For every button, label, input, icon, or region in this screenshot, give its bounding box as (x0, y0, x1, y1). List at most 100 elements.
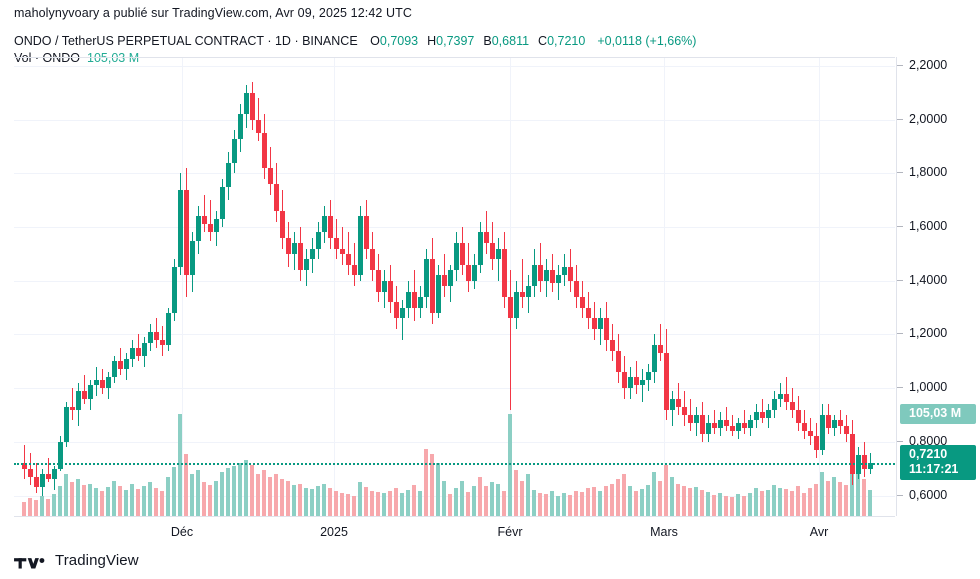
candle-body (604, 318, 609, 340)
candle-body (832, 420, 837, 429)
volume-bar (94, 488, 98, 516)
volume-bar (76, 478, 80, 516)
price-line-dotted (14, 463, 895, 466)
time-axis[interactable]: Déc 2025 Févr Mars Avr (14, 516, 895, 544)
legend-low-value: 0,6811 (491, 34, 530, 48)
volume-bar (868, 489, 872, 516)
price-axis-tick: 2,0000 (897, 111, 980, 127)
volume-bar (250, 464, 254, 516)
candle-body (508, 296, 513, 319)
volume-bar (358, 482, 362, 516)
candle-body (208, 224, 213, 233)
volume-bar (268, 477, 272, 516)
candle-body (790, 401, 795, 410)
volume-bar (658, 480, 662, 516)
volume-bar (70, 482, 74, 516)
candle-body (718, 420, 723, 429)
volume-bar (682, 485, 686, 516)
legend-open: O0,7093 (370, 34, 418, 48)
legend-symbol[interactable]: ONDO / TetherUS PERPETUAL CONTRACT (14, 34, 264, 48)
candle-body (76, 390, 81, 410)
volume-bar (784, 489, 788, 516)
candle-wick (690, 398, 691, 432)
candle-wick (660, 323, 661, 362)
volume-bar (718, 493, 722, 516)
time-axis-label: Févr (497, 525, 523, 539)
candle-body (418, 296, 423, 308)
volume-bar (652, 471, 656, 516)
candle-body (586, 307, 591, 319)
candle-body (592, 318, 597, 330)
grid-line-vertical (334, 58, 335, 516)
volume-bar (688, 488, 692, 516)
candle-body (544, 270, 549, 281)
volume-bar (118, 485, 122, 516)
legend-exchange[interactable]: BINANCE (302, 34, 358, 48)
volume-bar (160, 490, 164, 516)
volume-bar (28, 497, 32, 516)
candle-wick (786, 377, 787, 410)
candle-body (598, 318, 603, 330)
candle-wick (210, 200, 211, 241)
current-volume-badge[interactable]: 105,03 M (900, 404, 976, 425)
grid-line-horizontal (14, 173, 895, 175)
price-axis-tick: 2,2000 (897, 57, 980, 73)
candle-wick (642, 369, 643, 402)
candle-body (220, 186, 225, 220)
candle-body (268, 168, 273, 185)
price-tick-dash (897, 172, 903, 174)
candle-body (538, 264, 543, 281)
legend-volume-label[interactable]: Vol · ONDO (14, 51, 80, 65)
candle-body (520, 291, 525, 297)
price-axis-tick: 1,8000 (897, 164, 980, 180)
volume-bar (232, 465, 236, 516)
price-tick-dash (897, 226, 903, 228)
price-axis-tick: 1,6000 (897, 218, 980, 234)
volume-bar (568, 494, 572, 516)
volume-bar (196, 470, 200, 516)
candle-body (682, 406, 687, 415)
volume-bar (280, 478, 284, 516)
volume-bar (190, 473, 194, 516)
current-price-badge[interactable]: 0,7210 11:17:21 (900, 445, 976, 481)
price-axis[interactable]: 2,2000 2,0000 1,8000 1,6000 1,4000 1,2000 1,00… (896, 57, 980, 516)
candle-body (376, 270, 381, 292)
volume-bar (646, 484, 650, 516)
candle-body (382, 280, 387, 292)
volume-bar (352, 495, 356, 516)
candle-body (772, 398, 777, 410)
current-price-value: 0,7210 (909, 447, 948, 462)
candle-body (112, 361, 117, 378)
candle-body (556, 275, 561, 284)
volume-bar (46, 499, 50, 516)
candle-body (238, 114, 243, 139)
candle-body (724, 420, 729, 426)
candle-wick (678, 382, 679, 415)
volume-bar (148, 482, 152, 516)
volume-bar (238, 463, 242, 516)
chart-plot-area[interactable] (14, 57, 895, 516)
candle-body (736, 423, 741, 432)
volume-bar (742, 496, 746, 516)
legend-interval[interactable]: 1D (274, 34, 291, 48)
price-tick-dash (897, 333, 903, 335)
price-tick-dash (897, 440, 903, 442)
volume-bar (340, 492, 344, 516)
volume-bar (826, 480, 830, 516)
price-tick-label: 0,8000 (909, 433, 948, 448)
volume-bar (598, 491, 602, 516)
legend-high: H0,7397 (427, 34, 474, 48)
candle-body (394, 302, 399, 319)
price-axis-tick: 1,0000 (897, 379, 980, 395)
candle-body (634, 377, 639, 386)
candle-body (496, 248, 501, 260)
candle-body (310, 248, 315, 260)
volume-bar (100, 491, 104, 516)
candle-body (160, 339, 165, 346)
price-axis-tick: 0,8000 (897, 433, 980, 449)
volume-bar (712, 494, 716, 516)
candle-body (88, 385, 93, 399)
candle-body (280, 211, 285, 238)
candle-body (658, 345, 663, 354)
